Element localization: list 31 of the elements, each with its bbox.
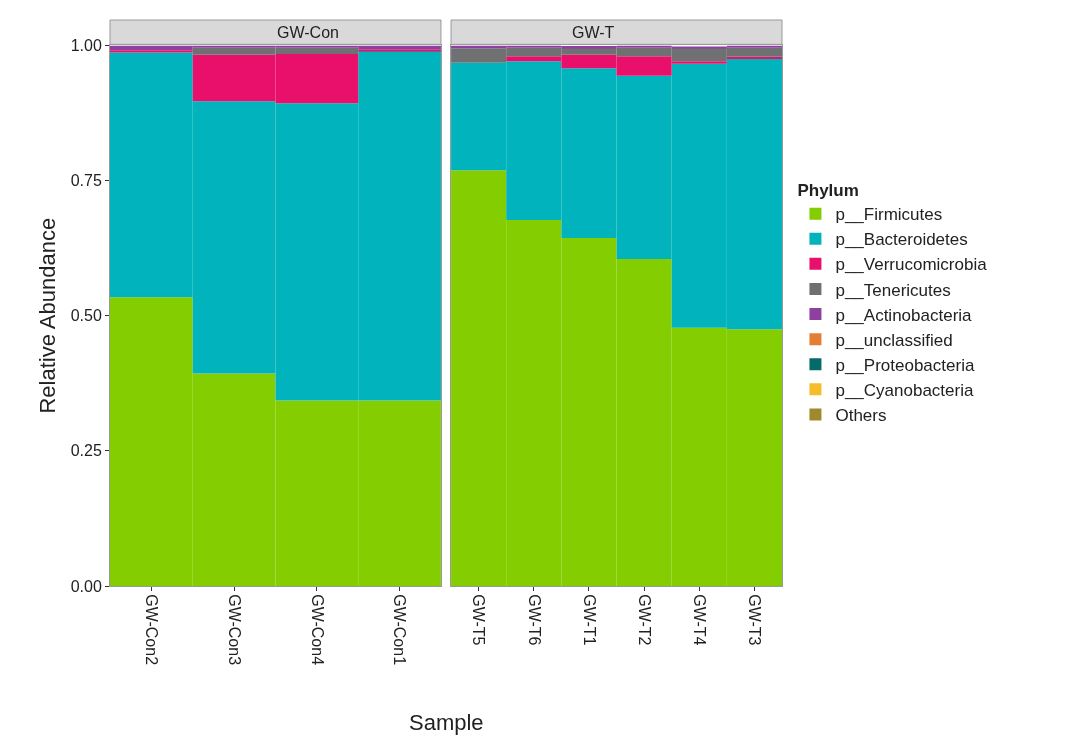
x-tick-label: GW-T4: [691, 594, 709, 646]
y-tick-label: 0.25: [70, 442, 102, 460]
legend-label: p__Verrucomicrobia: [835, 255, 988, 275]
legend-label: p__Bacteroidetes: [835, 230, 968, 250]
x-tick-label: GW-T5: [470, 594, 488, 646]
legend-title: Phylum: [797, 181, 859, 201]
y-tick-label: 0.50: [70, 307, 102, 325]
bar: [110, 50, 193, 53]
legend-label: p__Tenericutes: [835, 280, 951, 300]
chart-title: GW-T: [572, 24, 615, 41]
legend-label: p__Firmicutes: [835, 205, 943, 225]
legend-label: p__Proteobacteria: [835, 355, 975, 375]
x-tick-label: GW-T1: [580, 594, 598, 646]
y-tick-label: 1.00: [70, 37, 102, 55]
legend-label: Others: [835, 406, 887, 426]
x-tick-label: GW-Con2: [143, 594, 161, 666]
x-axis-title: Sample: [409, 710, 484, 735]
x-tick-label: GW-Con1: [391, 594, 409, 666]
chart-title: GW-Con: [277, 24, 339, 41]
legend-label: p__Actinobacteria: [835, 305, 973, 325]
x-tick-label: GW-T2: [635, 594, 653, 646]
x-tick-label: GW-T6: [525, 594, 543, 646]
legend-label: p__unclassified: [835, 330, 953, 350]
y-tick-label: 0.75: [70, 172, 102, 190]
x-tick-label: GW-Con4: [308, 594, 326, 666]
y-axis-title: Relative Abundance: [35, 217, 61, 414]
x-tick-label: GW-T3: [746, 594, 764, 646]
y-tick-label: 0.00: [70, 577, 102, 595]
x-tick-label: GW-Con3: [225, 594, 243, 666]
legend-label: p__Cyanobacteria: [835, 380, 974, 400]
bar: [726, 56, 782, 59]
